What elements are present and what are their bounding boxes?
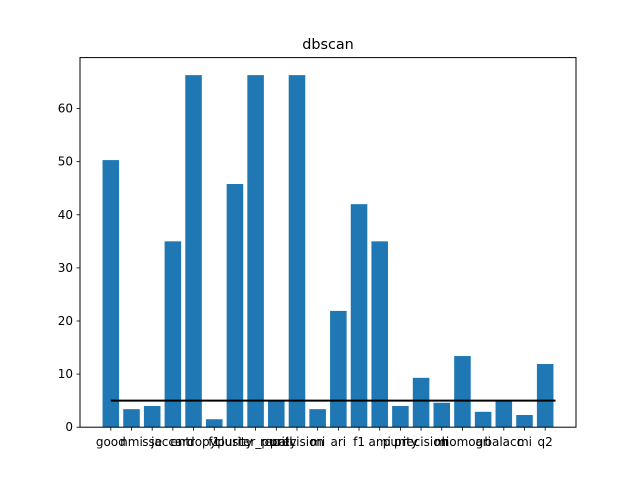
bar-6 (226, 183, 244, 428)
x-tick-label-2: sse (142, 435, 162, 449)
x-tick-label-1: nmi (120, 435, 143, 449)
bar-13 (371, 241, 388, 428)
y-tick-label-1: 10 (58, 367, 73, 381)
x-tick-label-13: ami (369, 435, 391, 449)
x-tick-label-6: purity (217, 435, 252, 449)
bar-19 (495, 400, 513, 428)
bar-3 (164, 241, 182, 428)
chart-title: dbscan (302, 37, 354, 53)
bar-10 (309, 409, 326, 428)
x-tick-label-12: f1 (353, 435, 365, 449)
bar-12 (350, 204, 368, 428)
bar-2 (143, 405, 161, 428)
bar-17 (454, 356, 471, 428)
x-tick-label-7: cluster_purity (215, 435, 297, 449)
bar-20 (516, 414, 533, 428)
bar-21 (536, 364, 554, 428)
x-tick-label-17: homog (442, 435, 484, 449)
y-tick-label-0: 0 (65, 420, 73, 434)
x-tick-label-14: purity (383, 435, 418, 449)
bar-0 (102, 160, 120, 428)
x-tick-label-21: q2 (538, 435, 553, 449)
bar-8 (268, 400, 285, 428)
plot-area-frame (79, 57, 577, 428)
bar-16 (433, 402, 451, 428)
x-tick-label-11: ari (331, 435, 347, 449)
x-tick-label-9: precision (270, 435, 324, 449)
x-tick-label-3: jaccard (150, 435, 195, 449)
y-tick-label-5: 50 (58, 155, 73, 169)
bar-15 (412, 377, 430, 428)
bar-11 (330, 310, 347, 428)
y-axis: 0 10 20 30 40 50 60 (58, 102, 80, 434)
bar-14 (392, 405, 409, 428)
x-tick-label-20: mi (517, 435, 532, 449)
x-tick-label-4: entropy (170, 435, 216, 449)
bar-9 (288, 75, 306, 428)
bar-18 (474, 411, 492, 428)
x-tick-label-15: precision (394, 435, 448, 449)
x-tick-label-0: good (96, 435, 126, 449)
y-tick-label-2: 20 (58, 314, 73, 328)
x-tick-label-18: ari (475, 435, 491, 449)
bar-7 (247, 75, 264, 428)
y-tick-label-6: 60 (58, 102, 73, 116)
bars-group (102, 75, 554, 428)
x-tick-label-19: balacc (484, 435, 523, 449)
y-tick-label-3: 30 (58, 261, 73, 275)
y-tick-label-4: 40 (58, 208, 73, 222)
x-tick-label-5: f1 (208, 435, 220, 449)
bar-1 (123, 409, 140, 428)
bar-5 (205, 419, 223, 428)
x-tick-label-16: mi (434, 435, 449, 449)
bar-4 (185, 75, 202, 428)
x-tick-label-8: recall (260, 435, 293, 449)
x-tick-label-10: mi (310, 435, 325, 449)
